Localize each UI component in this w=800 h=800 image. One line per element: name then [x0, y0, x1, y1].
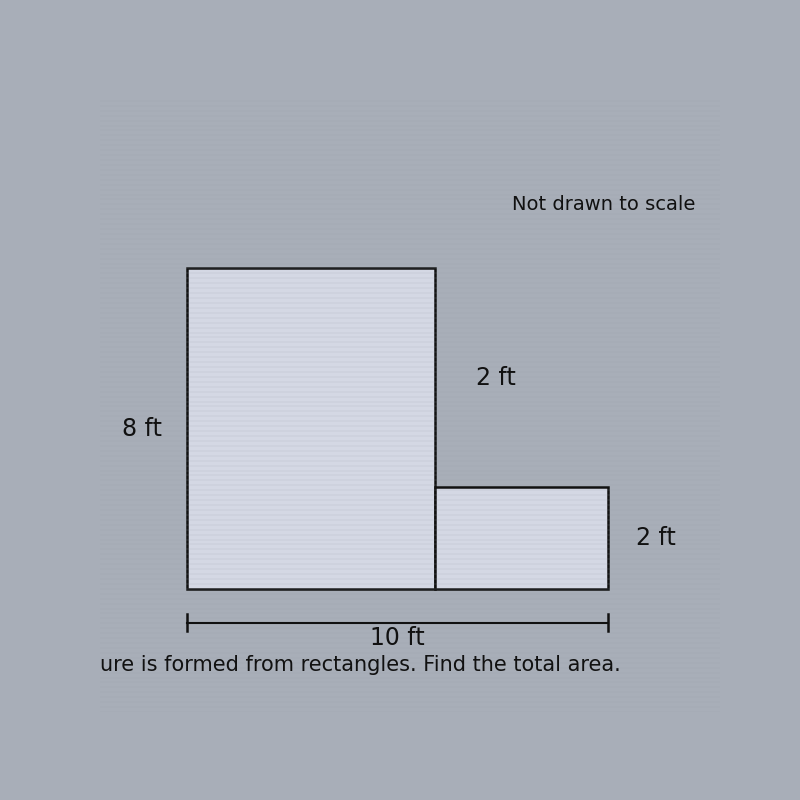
Text: 2 ft: 2 ft	[636, 526, 676, 550]
Text: 10 ft: 10 ft	[370, 626, 425, 650]
Text: 8 ft: 8 ft	[122, 417, 162, 441]
Bar	[187, 269, 435, 589]
Text: 2 ft: 2 ft	[476, 366, 515, 390]
Text: Not drawn to scale: Not drawn to scale	[512, 194, 695, 214]
Text: ure is formed from rectangles. Find the total area.: ure is formed from rectangles. Find the …	[100, 655, 621, 675]
Bar	[435, 487, 609, 589]
